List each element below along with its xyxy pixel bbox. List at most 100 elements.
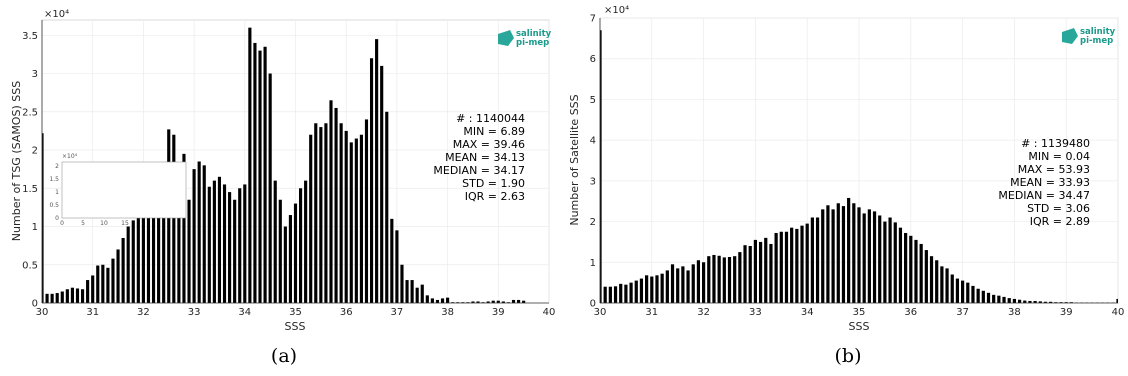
histogram-bar	[339, 123, 343, 303]
y-tick-label: 6	[590, 54, 596, 65]
histogram-bar	[935, 260, 939, 303]
histogram-bar	[924, 250, 928, 303]
histogram-bar	[354, 138, 358, 303]
histogram-bar	[696, 260, 701, 303]
logo-line2: pi-mep	[1080, 36, 1113, 46]
histogram-bar	[60, 291, 64, 303]
stat-max: MAX = 39.46	[453, 138, 525, 151]
histogram-bar	[867, 209, 871, 303]
histogram-bar	[676, 268, 680, 303]
x-axis-label: SSS	[849, 320, 870, 333]
stat-min: MIN = 0.04	[1028, 150, 1090, 163]
histogram-bar	[613, 286, 618, 303]
histogram-bar	[852, 203, 856, 303]
histogram-bar	[471, 301, 475, 303]
histogram-bar	[70, 287, 74, 303]
histogram-bar	[898, 227, 903, 303]
logo-icon	[1062, 28, 1078, 44]
histogram-bar	[836, 203, 840, 303]
logo-line1: salinity	[1080, 27, 1116, 37]
histogram-bar	[888, 217, 892, 303]
histogram-bar	[753, 239, 758, 303]
bars	[600, 30, 1118, 303]
histogram-bar	[707, 256, 711, 303]
inset-xtick: 0	[60, 220, 64, 227]
histogram-bar	[619, 283, 623, 303]
y-tick-label: 5	[590, 95, 596, 106]
y-tick-label: 4	[590, 136, 596, 147]
y-tick-label: 1.5	[22, 184, 38, 195]
histogram-bar	[440, 298, 445, 303]
histogram-bar	[1064, 302, 1068, 303]
histogram-bar	[909, 235, 913, 303]
stat-std: STD = 1.90	[462, 177, 525, 190]
histogram-bar	[600, 30, 602, 303]
histogram-bar	[126, 226, 130, 303]
x-tick-label: 38	[441, 307, 454, 318]
logo-icon	[498, 30, 514, 46]
histogram-bar	[395, 230, 399, 303]
y-tick-label: 1	[590, 258, 596, 269]
histogram-bar	[743, 245, 747, 303]
histogram-bar	[258, 50, 262, 304]
histogram-bar	[501, 301, 505, 303]
inset-ytick: 0.5	[49, 202, 59, 209]
histogram-bar	[986, 292, 991, 303]
histogram-bar	[309, 134, 313, 303]
histogram-bar	[80, 289, 85, 303]
histogram-bar	[981, 290, 985, 303]
histogram-bar	[717, 255, 721, 303]
histogram-bar	[496, 300, 500, 303]
y-tick-label: 3.5	[22, 31, 38, 42]
histogram-bar	[800, 225, 804, 303]
y-tick-label: 2	[590, 217, 596, 228]
histogram-bar	[55, 293, 59, 303]
logo-line2: pi-mep	[516, 38, 549, 48]
x-tick-label: 30	[36, 307, 49, 318]
histogram-bar	[45, 293, 49, 303]
histogram-bar	[390, 218, 394, 303]
x-tick-label: 33	[749, 307, 762, 318]
histogram-bar	[1023, 300, 1027, 303]
histogram-bar	[136, 215, 140, 303]
inset-exponent: ×10⁴	[62, 153, 78, 160]
histogram-bar	[405, 280, 409, 303]
stat-count: # : 1139480	[1021, 137, 1090, 150]
histogram-bar	[1059, 302, 1063, 303]
histogram-bar	[738, 252, 742, 303]
inset-xtick: 5	[81, 220, 85, 227]
histogram-bar	[691, 264, 695, 303]
histogram-bar	[293, 203, 298, 303]
histogram-bar	[50, 293, 54, 303]
histogram-bar	[486, 301, 490, 303]
histogram-bar	[997, 295, 1001, 303]
histogram-bar	[645, 275, 649, 303]
histogram-bar	[364, 119, 369, 303]
histogram-bar	[207, 186, 211, 303]
histogram-bar	[1017, 299, 1022, 303]
x-axis-label: SSS	[285, 320, 306, 333]
histogram-bar	[779, 231, 783, 303]
histogram-bar	[650, 276, 654, 303]
stats-box: # : 1139480 MIN = 0.04 MAX = 53.93 MEAN …	[998, 137, 1090, 228]
histogram-bar	[966, 282, 970, 303]
histogram-bar	[187, 199, 191, 303]
histogram-bar	[831, 209, 835, 303]
inset-ytick: 2	[55, 163, 59, 170]
histogram-bar	[151, 199, 156, 303]
inset-ytick: 1	[55, 189, 59, 196]
x-tick-label: 34	[801, 307, 814, 318]
histogram-bar	[116, 249, 120, 303]
histogram-bar	[914, 239, 918, 303]
histogram-bar	[446, 297, 450, 303]
histogram-bar	[878, 215, 882, 303]
x-tick-label: 37	[956, 307, 969, 318]
histogram-bar	[603, 286, 607, 303]
histogram-bar	[522, 300, 526, 303]
histogram-bar	[238, 188, 242, 303]
y-tick-label: 2.5	[22, 107, 38, 118]
histogram-bar	[639, 278, 644, 303]
x-tick-label: 38	[1008, 307, 1021, 318]
histogram-bar	[273, 180, 277, 303]
